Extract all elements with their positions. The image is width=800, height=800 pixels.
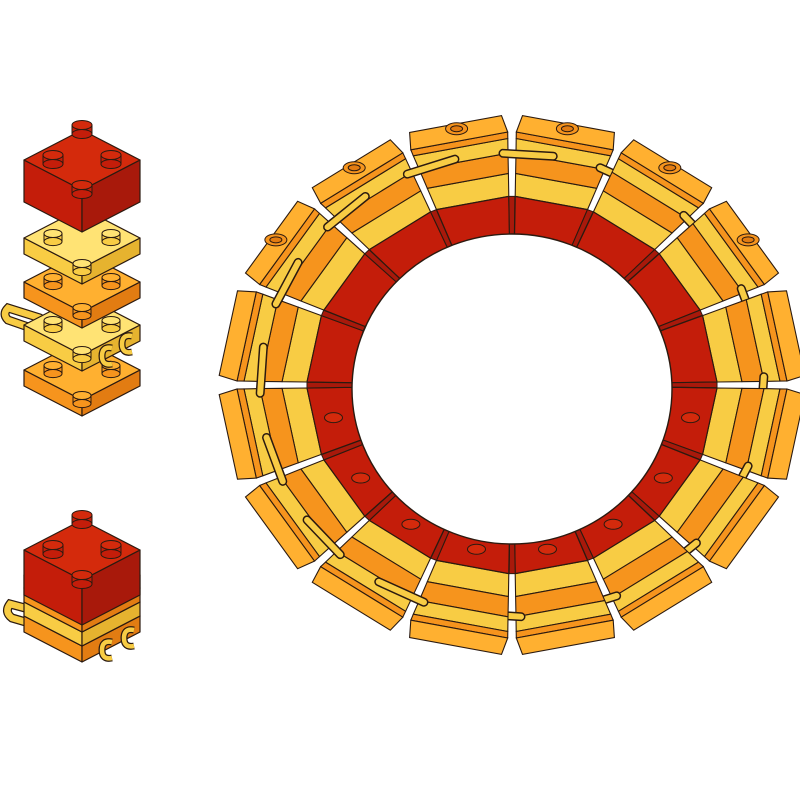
connector-bar-fill xyxy=(404,156,458,178)
clip-handles xyxy=(98,332,133,368)
stud xyxy=(681,412,701,424)
ring-module xyxy=(311,139,460,280)
module-outer-cap xyxy=(218,388,257,480)
stud xyxy=(100,540,122,559)
yellow-plate-top xyxy=(23,207,141,285)
ring-module xyxy=(302,486,450,631)
stud xyxy=(72,345,92,364)
connector-bar-fill xyxy=(304,516,344,558)
module-outer-cap xyxy=(767,388,800,480)
connector-bar-fill xyxy=(272,259,302,307)
hollow-stud-inner xyxy=(269,236,283,244)
stud xyxy=(72,258,92,277)
stud xyxy=(71,570,93,589)
stud xyxy=(71,510,93,529)
stud xyxy=(101,315,121,334)
stud xyxy=(401,518,421,530)
ring-module xyxy=(244,432,398,570)
stud xyxy=(43,315,63,334)
stud xyxy=(351,472,371,484)
ring-module xyxy=(244,191,402,328)
module-outer-cap xyxy=(620,565,713,631)
stud xyxy=(71,180,93,199)
ring-module xyxy=(660,290,800,428)
stud xyxy=(43,272,63,291)
stud xyxy=(43,228,63,247)
hollow-stud-inner xyxy=(347,164,361,172)
module-outer-cap xyxy=(311,565,404,631)
stud xyxy=(72,302,92,321)
assembled-clip-handles xyxy=(98,626,135,662)
module-red-side xyxy=(508,195,516,239)
ring-module xyxy=(513,114,650,251)
stud xyxy=(42,540,64,559)
connector-bar-fill xyxy=(324,193,369,231)
ring-assembly xyxy=(218,114,800,656)
connector-bar-fill xyxy=(263,434,286,485)
stud xyxy=(653,472,673,484)
module-outer-cap xyxy=(409,619,509,656)
connector-bar-fill xyxy=(500,150,557,160)
stud xyxy=(100,150,122,169)
hollow-stud-inner xyxy=(450,125,464,133)
connector-bar-fill xyxy=(375,578,427,606)
stud xyxy=(466,543,486,555)
ring-module xyxy=(626,200,780,338)
stud xyxy=(101,228,121,247)
assembled-red-brick xyxy=(23,519,141,626)
stud xyxy=(71,120,93,139)
module-outer-cap xyxy=(708,484,780,570)
assembled-module xyxy=(2,510,141,663)
module-outer-cap xyxy=(515,619,615,656)
module-outer-cap xyxy=(767,290,800,382)
hollow-stud-inner xyxy=(663,164,677,172)
assembled-module-step xyxy=(2,510,141,663)
ring-module xyxy=(658,386,800,513)
hollow-stud-inner xyxy=(560,125,574,133)
module-red-side xyxy=(306,381,353,389)
stud xyxy=(538,543,558,555)
ring-center-hole xyxy=(351,233,673,545)
connector-bar-fill xyxy=(257,344,267,397)
hollow-stud-inner xyxy=(741,236,755,244)
module-outer-cap xyxy=(218,290,257,382)
stud xyxy=(42,150,64,169)
exploded-module-step xyxy=(0,120,141,417)
stud xyxy=(72,390,92,409)
red-brick xyxy=(23,129,141,233)
module-outer-cap xyxy=(244,484,316,570)
stud xyxy=(43,360,63,379)
stud xyxy=(323,412,343,424)
stud xyxy=(101,272,121,291)
stud xyxy=(603,518,623,530)
